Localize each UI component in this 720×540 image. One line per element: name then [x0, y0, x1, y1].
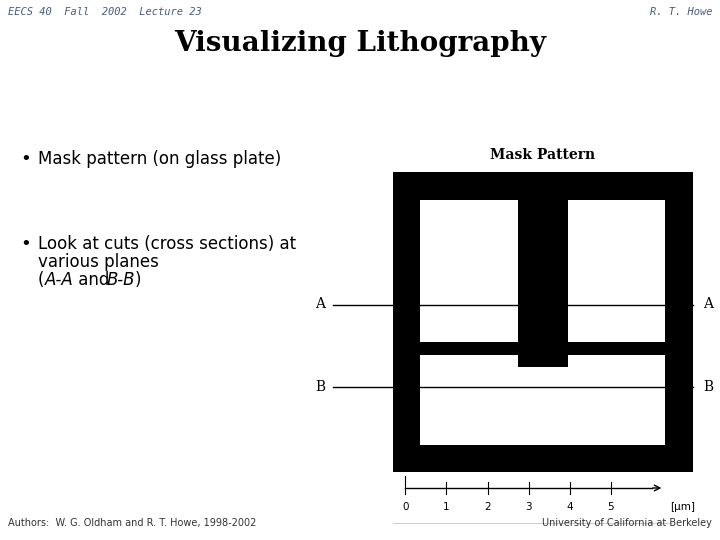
Text: A: A	[315, 298, 325, 312]
Text: 2: 2	[485, 502, 491, 512]
Text: 4: 4	[567, 502, 573, 512]
Text: 1: 1	[443, 502, 450, 512]
Bar	[518, 199, 568, 367]
Text: A-A: A-A	[45, 271, 73, 289]
Text: University of California at Berkeley: University of California at Berkeley	[542, 518, 712, 528]
Text: Authors:  W. G. Oldham and R. T. Howe, 1998-2002: Authors: W. G. Oldham and R. T. Howe, 19…	[8, 518, 256, 528]
Text: 0: 0	[402, 502, 408, 512]
Text: R. T. Howe: R. T. Howe	[649, 7, 712, 17]
Text: A: A	[703, 298, 713, 312]
Text: B-B: B-B	[107, 271, 135, 289]
Text: •: •	[20, 235, 31, 253]
Text: B: B	[315, 380, 325, 394]
Text: Look at cuts (cross sections) at: Look at cuts (cross sections) at	[38, 235, 296, 253]
Text: 3: 3	[526, 502, 532, 512]
Text: Mask Pattern: Mask Pattern	[490, 148, 595, 162]
Bar	[568, 199, 665, 342]
Text: various planes: various planes	[38, 253, 159, 271]
Bar	[420, 199, 518, 342]
Text: and: and	[73, 271, 114, 289]
Bar	[420, 354, 665, 444]
Text: EECS 40  Fall  2002  Lecture 23: EECS 40 Fall 2002 Lecture 23	[8, 7, 202, 17]
Text: B: B	[703, 380, 713, 394]
Text: •: •	[20, 150, 31, 168]
Text: 5: 5	[608, 502, 614, 512]
Text: (: (	[38, 271, 45, 289]
Text: Visualizing Lithography: Visualizing Lithography	[174, 30, 546, 57]
Text: Mask pattern (on glass plate): Mask pattern (on glass plate)	[38, 150, 282, 168]
Text: ): )	[135, 271, 142, 289]
Text: [μm]: [μm]	[670, 502, 696, 512]
